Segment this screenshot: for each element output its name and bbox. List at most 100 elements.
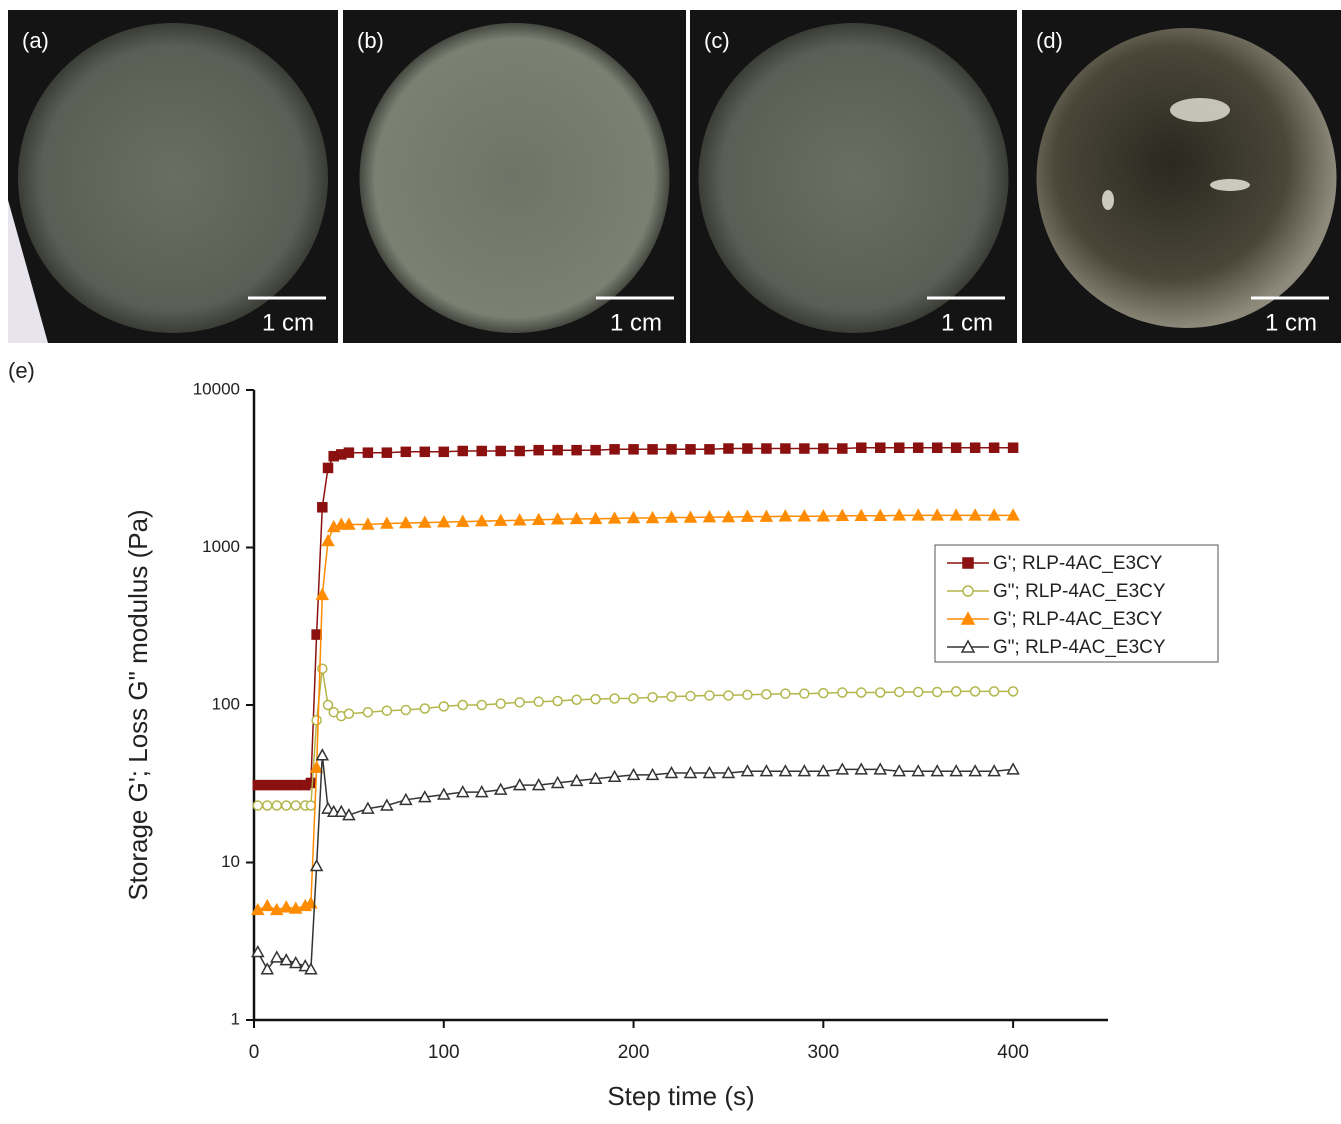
data-point xyxy=(952,443,961,452)
data-point xyxy=(515,698,524,707)
y-tick-label: 1000 xyxy=(202,537,240,556)
x-tick-label: 300 xyxy=(807,1042,839,1063)
y-tick-label: 10 xyxy=(221,852,240,871)
data-point xyxy=(990,687,999,696)
data-point xyxy=(686,445,695,454)
data-point xyxy=(420,447,429,456)
data-point xyxy=(318,503,327,512)
data-point xyxy=(262,900,273,910)
data-point xyxy=(857,688,866,697)
data-point xyxy=(312,716,321,725)
data-point xyxy=(629,694,638,703)
data-point xyxy=(553,697,562,706)
data-point xyxy=(317,750,328,760)
data-point xyxy=(291,781,300,790)
sample-disk xyxy=(360,23,670,333)
data-point xyxy=(762,444,771,453)
scale-label: 1 cm xyxy=(610,309,662,336)
data-point xyxy=(291,801,300,810)
data-point xyxy=(553,446,562,455)
data-point xyxy=(781,689,790,698)
data-point xyxy=(272,801,281,810)
data-point xyxy=(876,443,885,452)
data-point xyxy=(819,444,828,453)
data-point xyxy=(629,445,638,454)
data-point xyxy=(895,443,904,452)
data-point xyxy=(401,705,410,714)
data-point xyxy=(819,689,828,698)
data-point xyxy=(933,687,942,696)
y-tick-label: 1 xyxy=(231,1009,240,1028)
data-point xyxy=(439,702,448,711)
data-point xyxy=(572,446,581,455)
data-point xyxy=(272,781,281,790)
data-point xyxy=(534,697,543,706)
data-point xyxy=(263,781,272,790)
scale-label: 1 cm xyxy=(262,309,314,336)
data-point xyxy=(382,448,391,457)
data-point xyxy=(800,689,809,698)
data-point xyxy=(253,781,262,790)
y-tick-label: 10000 xyxy=(193,379,240,398)
y-tick-label: 100 xyxy=(212,694,240,713)
data-point xyxy=(306,778,315,787)
data-point xyxy=(271,952,282,962)
data-point xyxy=(914,687,923,696)
figure: (a)1 cm(b)1 cm(c)1 cm(d)1 cm(e)110100100… xyxy=(0,0,1341,1119)
data-point xyxy=(800,444,809,453)
data-point xyxy=(705,445,714,454)
data-point xyxy=(838,688,847,697)
panel-label: (a) xyxy=(22,28,49,53)
sample-disk xyxy=(18,23,328,333)
data-point xyxy=(306,801,315,810)
data-point xyxy=(963,558,973,568)
data-point xyxy=(705,691,714,700)
legend-label: G'; RLP-4AC_E3CY xyxy=(993,609,1163,630)
data-point xyxy=(686,692,695,701)
x-tick-label: 100 xyxy=(428,1042,460,1063)
data-point xyxy=(876,688,885,697)
data-point xyxy=(323,535,334,545)
panel-label: (e) xyxy=(8,358,35,383)
data-point xyxy=(895,687,904,696)
data-point xyxy=(857,443,866,452)
data-point xyxy=(382,706,391,715)
data-point xyxy=(610,694,619,703)
reflection xyxy=(1102,190,1114,210)
data-point xyxy=(838,444,847,453)
data-point xyxy=(724,444,733,453)
panel-label: (c) xyxy=(704,28,730,53)
data-point xyxy=(1009,687,1018,696)
data-point xyxy=(281,902,292,912)
data-point xyxy=(363,448,372,457)
data-point xyxy=(971,443,980,452)
data-point xyxy=(458,701,467,710)
data-point xyxy=(477,446,486,455)
data-point xyxy=(477,701,486,710)
data-point xyxy=(253,801,262,810)
x-tick-label: 200 xyxy=(618,1042,650,1063)
data-point xyxy=(971,687,980,696)
data-point xyxy=(963,586,973,596)
data-point xyxy=(496,446,505,455)
data-point xyxy=(648,445,657,454)
data-point xyxy=(312,630,321,639)
data-point xyxy=(952,687,961,696)
data-point xyxy=(591,695,600,704)
data-point xyxy=(667,692,676,701)
reflection xyxy=(1170,98,1230,122)
scale-label: 1 cm xyxy=(941,309,993,336)
data-point xyxy=(282,801,291,810)
data-point xyxy=(781,444,790,453)
data-point xyxy=(344,448,353,457)
reflection xyxy=(1210,179,1250,191)
data-point xyxy=(591,446,600,455)
data-point xyxy=(762,690,771,699)
legend-label: G'; RLP-4AC_E3CY xyxy=(993,553,1163,574)
data-point xyxy=(743,444,752,453)
sample-disk xyxy=(699,23,1009,333)
scale-label: 1 cm xyxy=(1265,309,1317,336)
data-point xyxy=(363,708,372,717)
data-point xyxy=(496,699,505,708)
data-point xyxy=(724,691,733,700)
